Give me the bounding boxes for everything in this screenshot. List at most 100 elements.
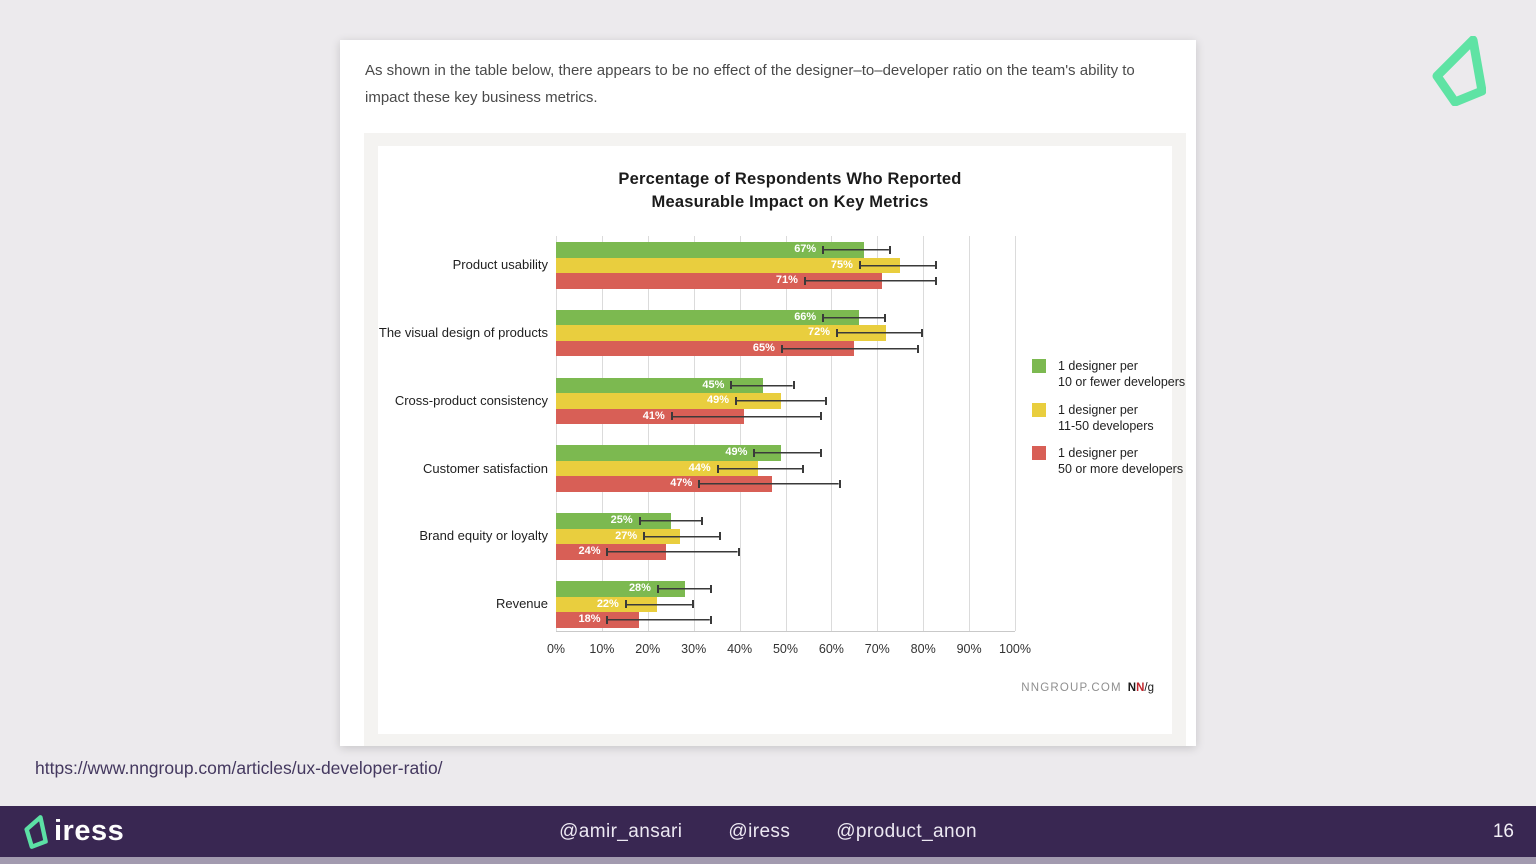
bar [556, 393, 781, 409]
handle-amir-ansari: @amir_ansari [559, 820, 683, 842]
category-label: Product usability [452, 257, 548, 273]
legend-label-line1: 1 designer per [1058, 359, 1138, 373]
bar-value-label: 44% [688, 461, 711, 474]
source-url: https://www.nngroup.com/articles/ux-deve… [35, 758, 443, 778]
error-bar [606, 547, 740, 556]
x-axis-tick-label: 100% [999, 642, 1031, 656]
x-axis-tick-label: 50% [772, 642, 799, 656]
error-bar [803, 276, 937, 285]
x-axis-tick-label: 30% [681, 642, 707, 656]
iress-kite-icon [1432, 35, 1487, 107]
handle-iress: @iress [728, 820, 791, 842]
nng-logo-suffix: /g [1144, 682, 1154, 694]
bar-value-label: 45% [702, 378, 725, 391]
gridline [923, 236, 925, 631]
error-bar [730, 381, 795, 390]
chart-title-line1: Percentage of Respondents Who Reported [618, 170, 962, 188]
gridline [831, 236, 833, 631]
gridline [785, 236, 787, 631]
legend-label-line1: 1 designer per [1058, 446, 1138, 460]
legend-item: 1 designer per 10 or fewer developers [1032, 358, 1185, 390]
error-bar [835, 329, 924, 338]
iress-kite-icon [24, 814, 48, 849]
bar [556, 325, 887, 341]
error-bar [822, 313, 887, 322]
legend-swatch [1032, 403, 1046, 417]
legend-label-line2: 11-50 developers [1058, 419, 1154, 433]
x-axis-tick-label: 0% [546, 642, 566, 656]
gridline [556, 236, 557, 631]
gridline [647, 236, 649, 631]
legend-label-line2: 10 or fewer developers [1058, 375, 1186, 389]
error-bar [643, 532, 722, 541]
nngroup-site-label: NNGROUP.COM [1021, 682, 1122, 694]
handle-product-anon: @product_anon [836, 820, 977, 842]
error-bar [624, 600, 694, 609]
footer-bottom-strip [0, 857, 1536, 864]
error-bar [822, 245, 892, 254]
nng-logo-n1: N [1127, 682, 1137, 694]
error-bar [606, 615, 713, 624]
bar-value-label: 49% [706, 394, 729, 407]
bar-value-label: 25% [610, 514, 633, 527]
legend-label: 1 designer per 11-50 developers [1058, 402, 1154, 434]
bar [556, 460, 758, 477]
error-bar [638, 516, 703, 525]
iress-logo-text: iress [54, 815, 125, 847]
gridline [877, 236, 879, 631]
x-axis-tick-label: 20% [635, 642, 661, 656]
bar-value-label: 72% [807, 326, 830, 339]
x-axis-tick-label: 70% [864, 642, 890, 656]
bar-value-label: 22% [596, 597, 619, 610]
bar-value-label: 49% [725, 446, 748, 459]
error-bar [858, 261, 937, 270]
legend-label-line1: 1 designer per [1058, 403, 1138, 417]
x-axis-tick-label: 60% [818, 642, 844, 656]
bar-chart-plot-area: 67% 75% 71% 66% 72% 65% 45% 49% 41% 49% 44% 47% 25% 2… [547, 236, 1031, 656]
bar-value-label: 18% [578, 613, 601, 625]
iress-mark-decoration [1432, 35, 1487, 111]
error-bar [735, 396, 827, 405]
error-bar [670, 412, 823, 421]
chart-panel: Percentage of Respondents Who Reported M… [364, 133, 1186, 746]
legend-label: 1 designer per 50 or more developers [1058, 445, 1183, 477]
bar-value-label: 71% [775, 274, 798, 286]
bar-value-label: 65% [752, 341, 775, 354]
bar [556, 257, 901, 273]
bar-value-label: 24% [578, 545, 601, 558]
category-label: Brand equity or loyalty [419, 528, 548, 544]
error-bar [753, 449, 823, 458]
gridline [1015, 236, 1016, 631]
gridline [739, 236, 741, 631]
chart-title: Percentage of Respondents Who Reported M… [408, 168, 1172, 214]
category-label: Cross-product consistency [394, 392, 548, 408]
chart-screenshot: Percentage of Respondents Who Reported M… [378, 146, 1185, 734]
category-label: Customer satisfaction [423, 460, 548, 476]
bar [556, 309, 859, 326]
legend-item: 1 designer per 50 or more developers [1032, 445, 1183, 477]
bar [556, 581, 685, 597]
gridline [601, 236, 603, 631]
footer-bar: iress @amir_ansari @iress @product_anon … [0, 806, 1536, 857]
legend-swatch [1032, 359, 1046, 373]
social-handles: @amir_ansari @iress @product_anon [559, 821, 977, 843]
legend-swatch [1032, 446, 1046, 460]
gridline [969, 236, 971, 631]
x-axis-tick-label: 40% [727, 642, 753, 656]
x-axis-tick-label: 80% [910, 642, 936, 656]
bar-value-label: 28% [628, 582, 651, 594]
bar-value-label: 66% [794, 310, 817, 323]
category-label: The visual design of products [378, 325, 548, 341]
category-label: Revenue [495, 596, 548, 612]
bar [556, 273, 882, 289]
page-number: 16 [1492, 820, 1514, 842]
legend-label: 1 designer per 10 or fewer developers [1058, 358, 1185, 390]
nng-logo-n2: N [1136, 682, 1145, 694]
bar-value-label: 67% [794, 243, 817, 255]
slide-paragraph: As shown in the table below, there appea… [365, 62, 1135, 106]
legend-item: 1 designer per 11-50 developers [1032, 402, 1154, 434]
error-bar [656, 584, 713, 593]
bar-value-label: 41% [642, 409, 665, 422]
bar [556, 445, 781, 461]
bar-value-label: 75% [830, 258, 853, 271]
